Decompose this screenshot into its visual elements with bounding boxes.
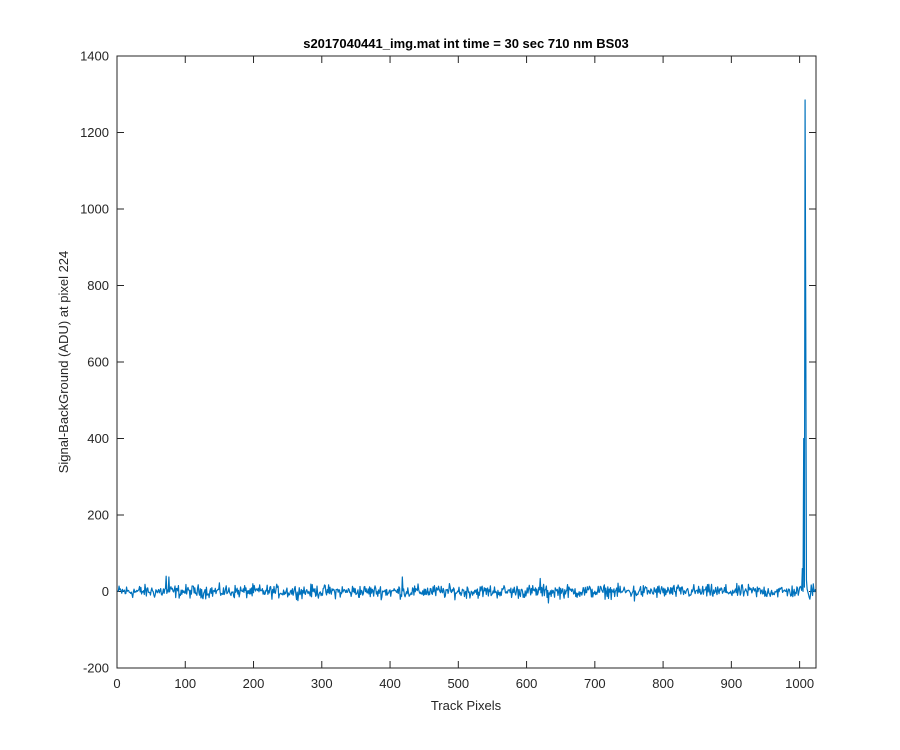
x-tick-label: 600 bbox=[516, 676, 538, 691]
plot-area bbox=[117, 56, 816, 668]
y-tick-label: 1000 bbox=[80, 202, 109, 217]
y-tick-label: 400 bbox=[87, 431, 109, 446]
x-tick-label: 500 bbox=[447, 676, 469, 691]
x-tick-label: 100 bbox=[174, 676, 196, 691]
plot-box bbox=[116, 55, 817, 669]
y-tick-label: 0 bbox=[102, 584, 109, 599]
y-tick-label: 800 bbox=[87, 278, 109, 293]
y-tick-label: 1400 bbox=[80, 49, 109, 64]
x-tick-label: 1000 bbox=[785, 676, 814, 691]
y-tick-label: -200 bbox=[83, 661, 109, 676]
series-line bbox=[117, 99, 817, 604]
y-tick-label: 200 bbox=[87, 508, 109, 523]
ticks-layer: 0 100 200 300 400 500 600 700 800 900 1000 -200 0 200… bbox=[80, 49, 816, 691]
x-tick-label: 300 bbox=[311, 676, 333, 691]
data-layer bbox=[117, 99, 817, 604]
x-tick-label: 900 bbox=[721, 676, 743, 691]
x-tick-label: 0 bbox=[113, 676, 120, 691]
x-tick-label: 200 bbox=[243, 676, 265, 691]
x-tick-label: 800 bbox=[652, 676, 674, 691]
y-axis-label: Signal-BackGround (ADU) at pixel 224 bbox=[56, 251, 71, 474]
y-tick-label: 600 bbox=[87, 355, 109, 370]
x-axis-label: Track Pixels bbox=[431, 698, 502, 713]
chart-title: s2017040441_img.mat int time = 30 sec 71… bbox=[303, 36, 629, 51]
x-tick-label: 700 bbox=[584, 676, 606, 691]
y-tick-label: 1200 bbox=[80, 125, 109, 140]
x-tick-label: 400 bbox=[379, 676, 401, 691]
